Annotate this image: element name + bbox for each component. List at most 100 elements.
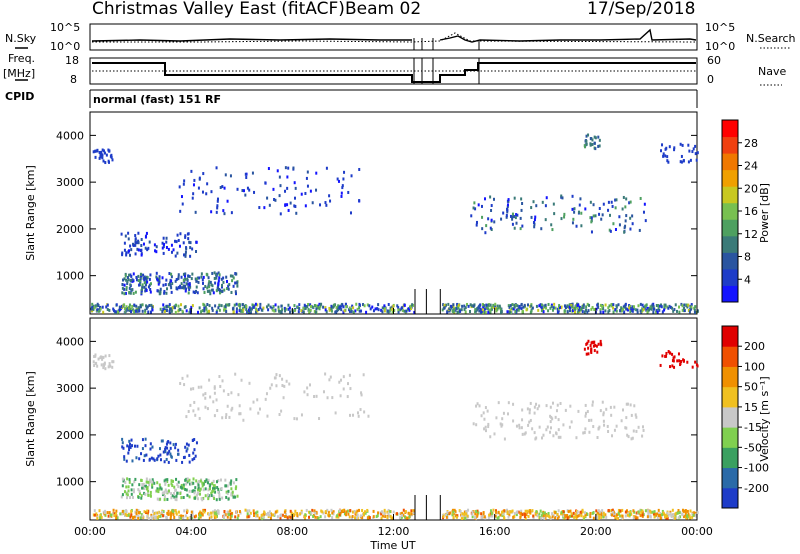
scatter-cell bbox=[169, 307, 172, 311]
scatter-cell bbox=[141, 486, 144, 490]
scatter-cell bbox=[345, 513, 348, 517]
scatter-cell bbox=[451, 508, 454, 512]
scatter-cell bbox=[121, 253, 124, 257]
scatter-cell bbox=[126, 493, 129, 497]
scatter-cell bbox=[611, 434, 614, 438]
scatter-cell bbox=[411, 303, 414, 307]
scatter-cell bbox=[281, 513, 284, 517]
scatter-cell bbox=[256, 398, 259, 402]
scatter-cell bbox=[190, 305, 193, 309]
scatter-cell bbox=[116, 516, 119, 520]
scatter-cell bbox=[149, 494, 152, 498]
scatter-cell bbox=[575, 224, 578, 228]
colorbar-tick-label: 12 bbox=[744, 228, 758, 241]
scatter-cell bbox=[139, 279, 142, 283]
scatter-cell bbox=[131, 304, 134, 308]
scatter-cell bbox=[548, 515, 551, 519]
scatter-cell bbox=[283, 306, 286, 310]
scatter-cell bbox=[492, 305, 495, 309]
scatter-cell bbox=[446, 309, 449, 313]
scatter-cell bbox=[535, 204, 538, 208]
scatter-cell bbox=[123, 292, 126, 296]
scatter-cell bbox=[521, 513, 524, 517]
scatter-cell bbox=[464, 310, 467, 314]
scatter-cell bbox=[681, 508, 684, 512]
x-tick-label: 20:00 bbox=[580, 525, 612, 538]
scatter-cell bbox=[200, 275, 203, 279]
scatter-cell bbox=[102, 510, 105, 514]
scatter-cell bbox=[342, 375, 345, 379]
scatter-cell bbox=[641, 303, 644, 307]
scatter-cell bbox=[380, 308, 383, 312]
scatter-cell bbox=[130, 438, 133, 442]
scatter-cell bbox=[218, 493, 221, 497]
scatter-cell bbox=[139, 276, 142, 280]
scatter-cell bbox=[213, 276, 216, 280]
scatter-cell bbox=[452, 305, 455, 309]
scatter-cell bbox=[209, 292, 212, 296]
scatter-cell bbox=[166, 497, 169, 501]
freq-trace bbox=[92, 62, 696, 83]
scatter-cell bbox=[268, 510, 271, 514]
scatter-cell bbox=[693, 310, 696, 314]
scatter-cell bbox=[245, 307, 248, 311]
scatter-cell bbox=[495, 416, 498, 420]
scatter-cell bbox=[653, 510, 656, 514]
noise-panel-frame bbox=[89, 23, 698, 51]
scatter-cell bbox=[148, 277, 151, 281]
scatter-cell bbox=[124, 291, 127, 295]
scatter-cell bbox=[148, 458, 151, 462]
scatter-cell bbox=[224, 513, 227, 517]
scatter-cell bbox=[583, 347, 586, 351]
scatter-cell bbox=[530, 309, 533, 313]
colorbar-segment bbox=[722, 219, 738, 237]
scatter-cell bbox=[123, 248, 126, 252]
scatter-cell bbox=[528, 411, 531, 415]
date-label: 17/Sep/2018 bbox=[587, 0, 695, 19]
scatter-cell bbox=[555, 432, 558, 436]
scatter-cell bbox=[512, 515, 515, 519]
scatter-cell bbox=[236, 516, 239, 520]
scatter-cell bbox=[267, 167, 270, 171]
noise-sky-trace bbox=[91, 38, 412, 42]
scatter-cell bbox=[696, 151, 699, 155]
scatter-cell bbox=[641, 513, 644, 517]
scatter-cell bbox=[206, 286, 209, 290]
scatter-cell bbox=[189, 246, 192, 250]
scatter-cell bbox=[624, 302, 627, 306]
scatter-cell bbox=[162, 303, 165, 307]
scatter-cell bbox=[131, 444, 134, 448]
scatter-cell bbox=[192, 409, 195, 413]
scatter-cell bbox=[487, 422, 490, 426]
scatter-cell bbox=[135, 309, 138, 313]
scatter-cell bbox=[599, 342, 602, 346]
scatter-cell bbox=[124, 272, 127, 276]
scatter-cell bbox=[629, 403, 632, 407]
scatter-cell bbox=[166, 511, 169, 515]
scatter-cell bbox=[574, 515, 577, 519]
scatter-cell bbox=[585, 308, 588, 312]
scatter-cell bbox=[251, 303, 254, 307]
scatter-cell bbox=[576, 310, 579, 314]
scatter-cell bbox=[101, 305, 104, 309]
scatter-cell bbox=[135, 508, 138, 512]
scatter-cell bbox=[151, 516, 154, 520]
velocity-panel-frame bbox=[89, 317, 698, 521]
scatter-cell bbox=[203, 510, 206, 514]
scatter-cell bbox=[359, 514, 362, 518]
scatter-cell bbox=[170, 275, 173, 279]
scatter-cell bbox=[592, 341, 595, 345]
scatter-cell bbox=[147, 493, 150, 497]
scatter-cell bbox=[263, 206, 266, 210]
scatter-cell bbox=[633, 305, 636, 309]
scatter-cell bbox=[249, 407, 252, 411]
scatter-cell bbox=[492, 508, 495, 512]
scatter-cell bbox=[293, 181, 296, 185]
scatter-cell bbox=[456, 514, 459, 518]
scatter-cell bbox=[177, 275, 180, 279]
scatter-cell bbox=[657, 514, 660, 518]
scatter-cell bbox=[635, 415, 638, 419]
scatter-cell bbox=[402, 508, 405, 512]
scatter-cell bbox=[211, 482, 214, 486]
